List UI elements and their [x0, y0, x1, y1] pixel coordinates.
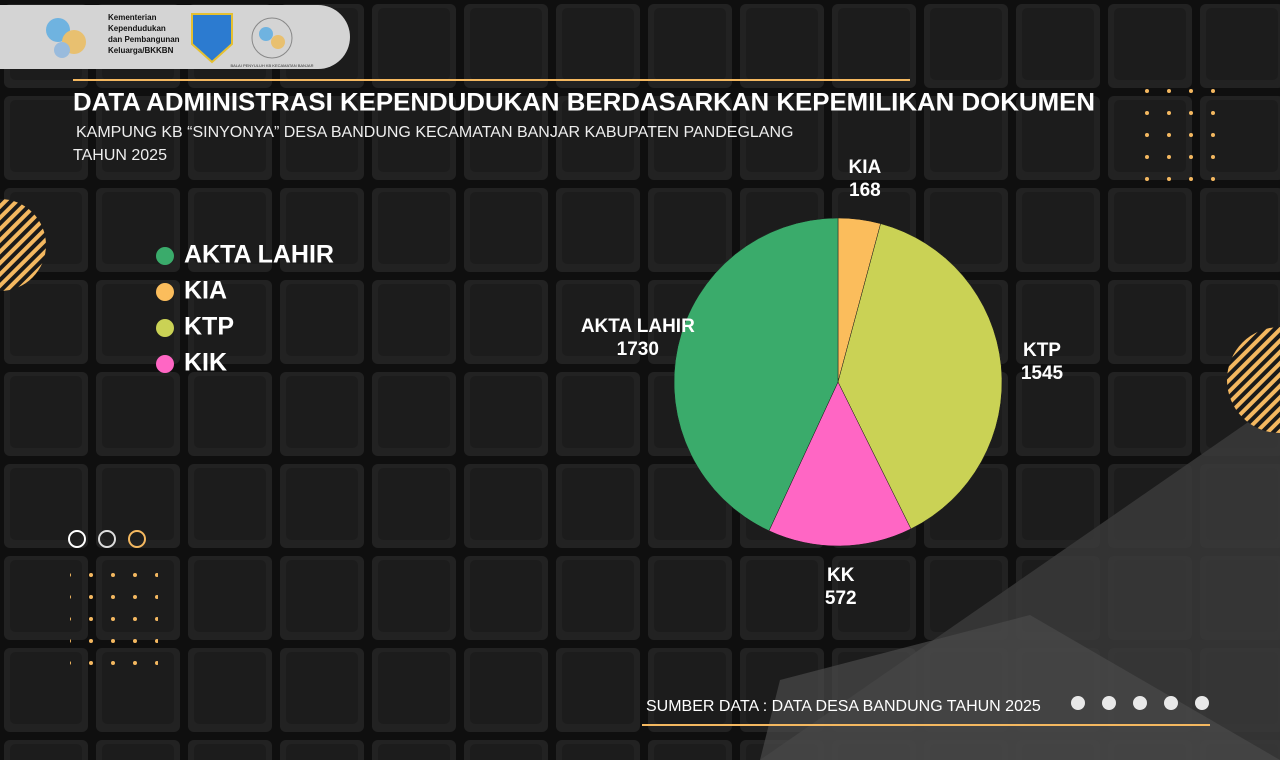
badge-icon [251, 17, 293, 59]
logo-text: Kementerian [108, 13, 157, 22]
source: SUMBER DATA : DATA DESA BANDUNG TAHUN 20… [646, 698, 1041, 715]
legend-swatch [156, 247, 174, 265]
decor-dots [1138, 85, 1226, 185]
badge-text: BALAI PENYULUH KB KECAMATAN BANJAR [231, 63, 314, 68]
slice-value: 168 [849, 180, 881, 201]
decor-circle [98, 530, 116, 548]
logo-text: dan Pembangunan [108, 35, 180, 44]
legend-swatch [156, 319, 174, 337]
slice-value: 1545 [1021, 363, 1064, 384]
logo-icon [46, 18, 86, 58]
slice-label: KIA [849, 157, 882, 178]
decor-stripes [0, 199, 46, 291]
decor-shape [760, 615, 1280, 760]
decor-circle [68, 530, 86, 548]
slice-value: 1730 [617, 339, 659, 360]
subtitle: TAHUN 2025 [73, 147, 167, 164]
logo-bar [0, 5, 350, 69]
legend-swatch [156, 355, 174, 373]
footer-dots [1071, 696, 1209, 710]
title: DATA ADMINISTRASI KEPENDUDUKAN BERDASARK… [73, 89, 1095, 117]
decor-circle [128, 530, 146, 548]
pie-chart: AKTA LAHIRKIAKTPKIKKIA168KTP1545KK572AKT… [156, 157, 1064, 609]
slice-label: KK [827, 565, 855, 586]
decor-stripes [1227, 327, 1280, 433]
logo-text: Kependudukan [108, 24, 166, 33]
decor-dots [70, 565, 158, 665]
pie-slice [673, 217, 839, 532]
slice-label: AKTA LAHIR [581, 316, 695, 337]
regency-emblem [191, 13, 233, 64]
slice-value: 572 [825, 588, 857, 609]
legend-label: KTP [184, 313, 234, 341]
legend-label: AKTA LAHIR [184, 241, 334, 269]
legend-label: KIK [184, 349, 227, 377]
slice-label: KTP [1023, 340, 1061, 361]
legend-label: KIA [184, 277, 227, 305]
pie-slice [768, 381, 912, 547]
legend-swatch [156, 283, 174, 301]
pie-slice [837, 223, 1003, 530]
logo-text: Keluarga/BKKBN [108, 46, 174, 55]
subtitle: KAMPUNG KB “SINYONYA” DESA BANDUNG KECAM… [76, 124, 793, 141]
